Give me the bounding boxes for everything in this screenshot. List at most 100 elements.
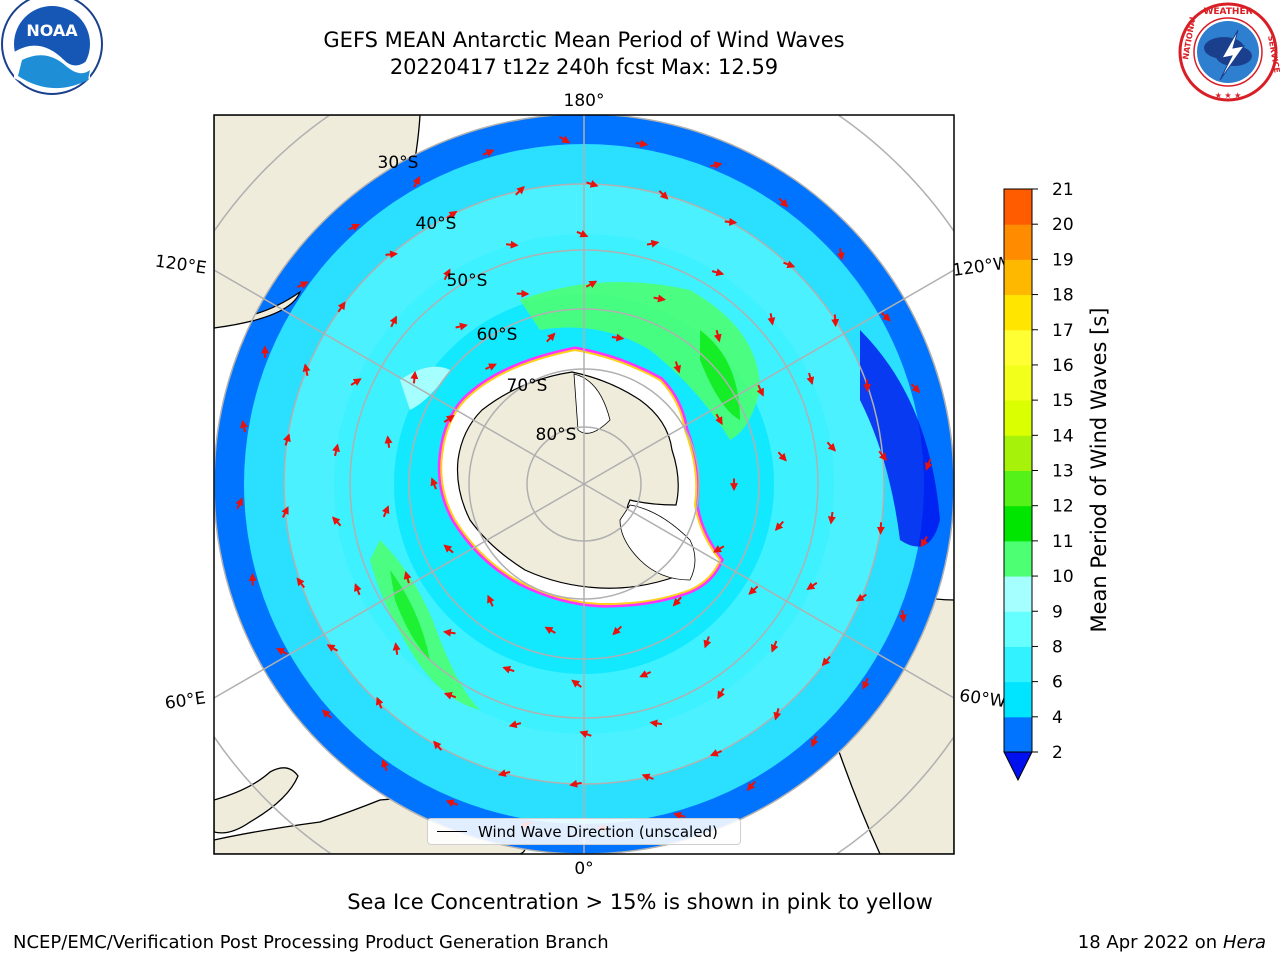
- wave-direction-arrow: [515, 185, 525, 196]
- colorbar-bin: [1004, 681, 1032, 718]
- wave-direction-arrow: [375, 696, 384, 709]
- wave-direction-arrow: [703, 636, 712, 649]
- wave-direction-arrow: [443, 268, 451, 281]
- lat-label-60s: 60°S: [477, 325, 518, 345]
- svg-text:WEATHER: WEATHER: [1203, 7, 1252, 17]
- colorbar-tick-label: 18: [1052, 286, 1074, 306]
- wave-direction-arrow: [649, 719, 663, 728]
- wave-direction-arrow: [770, 640, 779, 653]
- wave-direction-arrow: [746, 780, 756, 791]
- wave-direction-arrow: [544, 626, 556, 635]
- colorbar-bin: [1004, 646, 1032, 683]
- colorbar-tick-label: 9: [1052, 602, 1063, 622]
- wave-direction-arrow: [348, 223, 361, 232]
- noaa-logo-text: NOAA: [26, 21, 78, 40]
- wave-direction-arrow: [433, 740, 443, 751]
- lon-label-120e: 120°E: [154, 252, 208, 279]
- wave-direction-arrow: [403, 570, 412, 584]
- footer-date-prefix: 18 Apr 2022 on: [1077, 932, 1223, 953]
- nws-logo: WEATHER NATIONAL SERVICE ★ ★ ★: [1178, 2, 1280, 102]
- wave-direction-arrow: [410, 370, 419, 384]
- wave-direction-arrow: [713, 545, 725, 553]
- lon-label-60w: 60°W: [958, 686, 1007, 712]
- wave-direction-arrow: [925, 458, 933, 471]
- wave-direction-arrow: [673, 811, 686, 820]
- wave-direction-arrow: [826, 441, 836, 452]
- wave-direction-arrow: [332, 443, 340, 457]
- wave-direction-arrow: [920, 536, 929, 548]
- wave-direction-arrow: [641, 773, 654, 782]
- wave-direction-arrow: [392, 642, 401, 655]
- wave-direction-arrow: [443, 691, 457, 700]
- colorbar-tick-label: 2: [1052, 743, 1063, 763]
- wave-direction-arrow: [709, 749, 722, 757]
- title-line-2: 20220417 t12z 240h fcst Max: 12.59: [389, 55, 779, 79]
- wave-direction-arrow: [711, 268, 725, 277]
- lon-label-180: 180°: [564, 91, 605, 111]
- lon-label-120w: 120°W: [951, 253, 1011, 281]
- colorbar-tick-label: 12: [1052, 497, 1074, 517]
- colorbar-bin: [1004, 364, 1032, 401]
- footer-date: 18 Apr 2022 on Hera: [1078, 932, 1266, 953]
- wave-direction-arrow: [487, 594, 495, 607]
- wave-direction-arrow: [783, 260, 796, 269]
- wave-direction-arrow: [579, 730, 592, 739]
- wave-direction-arrow: [569, 779, 582, 788]
- wave-direction-arrow: [381, 505, 390, 518]
- wave-direction-arrow: [571, 679, 582, 688]
- colorbar-bin: [1004, 189, 1032, 225]
- wave-direction-arrow: [646, 239, 660, 248]
- sea-ice-note: Sea Ice Concentration > 15% is shown in …: [347, 890, 933, 914]
- colorbar-tick-label: 4: [1052, 708, 1063, 728]
- wave-direction-arrow: [585, 280, 598, 289]
- colorbar-bin: [1004, 294, 1032, 331]
- wave-direction-arrow: [337, 301, 346, 313]
- wave-direction-arrow: [831, 314, 840, 328]
- wave-direction-arrow: [881, 312, 891, 322]
- wave-direction-arrow: [658, 190, 669, 200]
- lat-label-50s: 50°S: [447, 271, 488, 291]
- wave-direction-arrow: [485, 363, 497, 371]
- wave-direction-arrow: [412, 176, 421, 188]
- wave-direction-arrow: [502, 665, 515, 674]
- wave-direction-arrow: [806, 581, 818, 591]
- wave-direction-arrow: [389, 315, 398, 328]
- wave-direction-arrow: [302, 363, 311, 377]
- wave-direction-arrow: [558, 135, 571, 144]
- title-line-1: GEFS MEAN Antarctic Mean Period of Wind …: [323, 28, 845, 52]
- map-frame: [213, 114, 955, 855]
- wave-direction-arrow: [332, 516, 342, 527]
- colorbar-bin: [1004, 259, 1032, 296]
- colorbar-bin: [1004, 576, 1032, 612]
- wave-direction-arrow: [506, 240, 519, 249]
- colorbar-tick-label: 8: [1052, 637, 1063, 657]
- colorbar-bin: [1004, 611, 1032, 647]
- wave-direction-arrow: [709, 161, 723, 170]
- wind-wave-arrows: [235, 135, 933, 833]
- wave-direction-arrow: [326, 644, 339, 652]
- wave-direction-arrow: [321, 709, 332, 719]
- wave-direction-arrow: [508, 720, 522, 729]
- footer-system: Hera: [1222, 932, 1266, 953]
- wave-direction-arrow: [806, 372, 815, 386]
- wave-direction-arrow: [862, 677, 870, 690]
- wave-direction-arrow: [672, 596, 682, 607]
- wave-direction-arrow: [878, 450, 887, 462]
- noaa-logo: NOAA: [1, 0, 103, 95]
- wave-direction-arrow: [350, 378, 362, 386]
- wave-direction-arrow: [612, 625, 623, 636]
- colorbar-tick-label: 17: [1052, 321, 1074, 341]
- legend-label: Wind Wave Direction (unscaled): [478, 823, 718, 841]
- colorbar: 2 4 6 8 9 10 11 12 13 14 15 16 17 18 19 20 21 Mean Perio…: [1003, 180, 1111, 782]
- wave-direction-arrow: [384, 435, 393, 448]
- colorbar-bin: [1004, 540, 1032, 577]
- wave-direction-arrow: [443, 628, 456, 637]
- lon-label-60e: 60°E: [164, 688, 207, 713]
- wave-direction-arrow: [283, 433, 291, 446]
- colorbar-tick-label: 6: [1052, 673, 1063, 693]
- wave-direction-arrow: [455, 322, 468, 331]
- wave-direction-arrow: [443, 544, 454, 554]
- colorbar-under-triangle: [1003, 751, 1033, 782]
- wave-direction-arrow: [430, 477, 439, 490]
